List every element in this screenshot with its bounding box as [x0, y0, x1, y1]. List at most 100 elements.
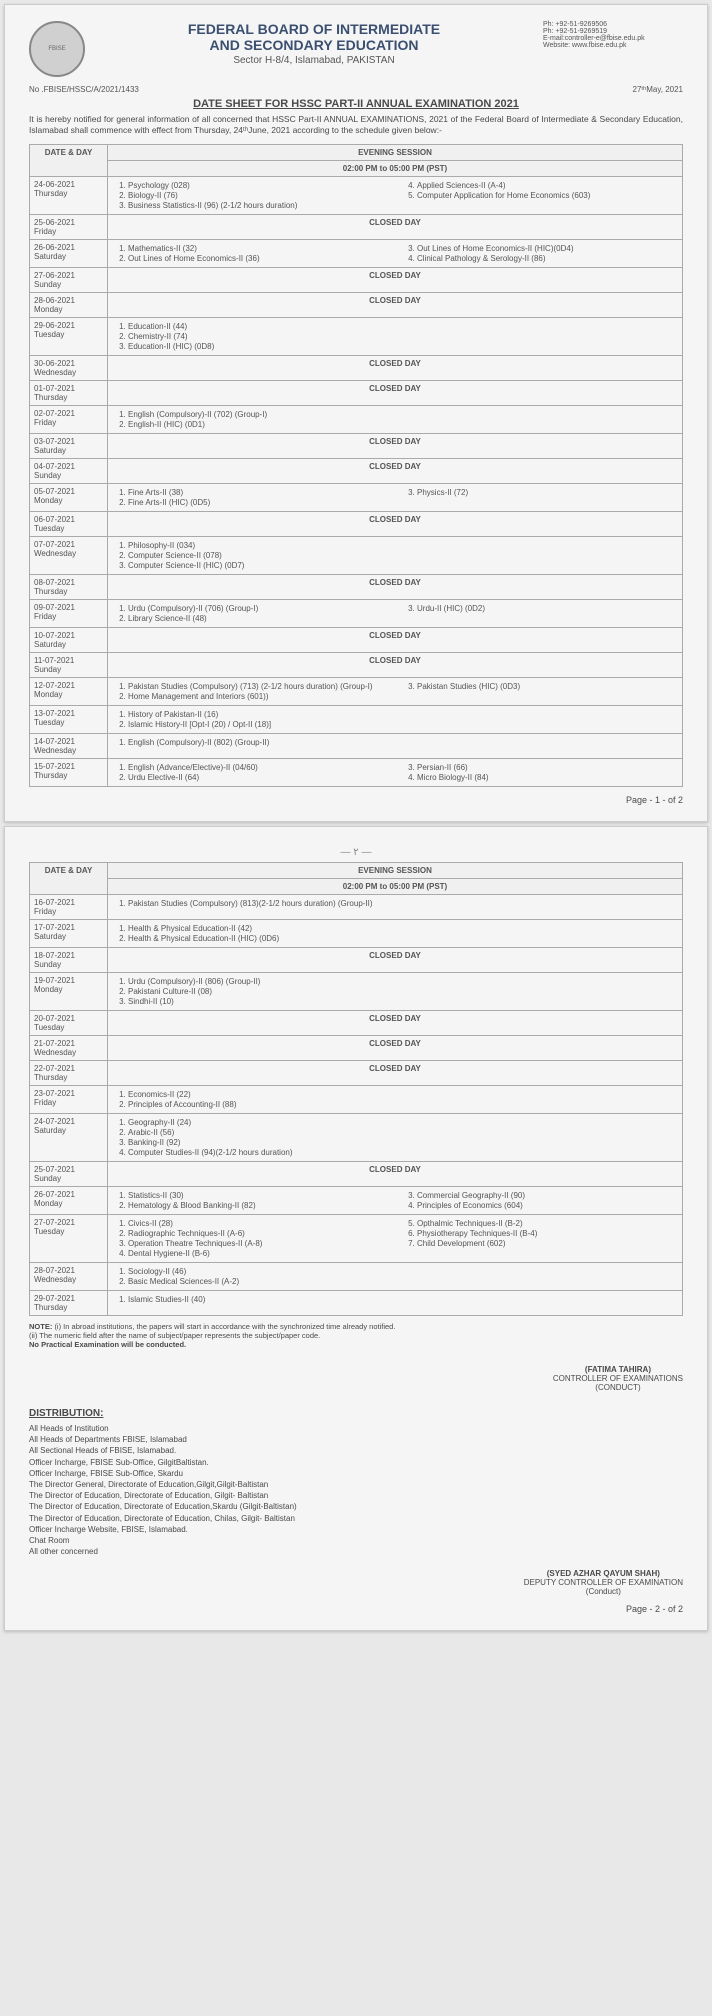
table-row: 27-07-2021TuesdayCivics-II (28)Radiograp… [30, 1215, 683, 1263]
contact-block: Ph: +92-51-9269506 Ph: +92-51-9269519 E-… [543, 21, 683, 49]
subject-item: Biology-II (76) [128, 191, 389, 200]
subject-item: Basic Medical Sciences-II (A-2) [128, 1277, 678, 1286]
date-cell: 28-06-2021Monday [30, 293, 108, 318]
subject-item: Health & Physical Education-II (42) [128, 924, 678, 933]
note-iii: No Practical Examination will be conduct… [29, 1340, 186, 1349]
subjects-cell: CLOSED DAY [108, 459, 683, 484]
org-name-2: AND SECONDARY EDUCATION [97, 37, 531, 53]
distribution-item: All Heads of Departments FBISE, Islamaba… [29, 1434, 683, 1445]
subject-item: Operation Theatre Techniques-II (A-8) [128, 1239, 389, 1248]
subject-item: Computer Science-II (HIC) (0D7) [128, 561, 678, 570]
distribution-item: The Director of Education, Directorate o… [29, 1513, 683, 1524]
signature-1: (FATIMA TAHIRA) CONTROLLER OF EXAMINATIO… [29, 1365, 683, 1392]
th-date: DATE & DAY [30, 145, 108, 177]
subject-item: Pakistan Studies (HIC) (0D3) [417, 682, 678, 691]
date-cell: 19-07-2021Monday [30, 973, 108, 1011]
table-row: 02-07-2021FridayEnglish (Compulsory)-II … [30, 406, 683, 434]
subject-item: Philosophy-II (034) [128, 541, 678, 550]
date-cell: 25-06-2021Friday [30, 215, 108, 240]
date-cell: 26-07-2021Monday [30, 1187, 108, 1215]
subject-item: Pakistan Studies (Compulsory) (813)(2-1/… [128, 899, 678, 908]
date-cell: 29-07-2021Thursday [30, 1291, 108, 1316]
issue-date: 27ᵗʰMay, 2021 [633, 85, 683, 94]
subject-item: Economics-II (22) [128, 1090, 678, 1099]
distribution-list: All Heads of InstitutionAll Heads of Dep… [29, 1423, 683, 1557]
subject-item: Library Science-II (48) [128, 614, 389, 623]
page-2: — ۲ — DATE & DAY EVENING SESSION 02:00 P… [4, 826, 708, 1631]
subjects-cell: Sociology-II (46)Basic Medical Sciences-… [108, 1263, 683, 1291]
date-cell: 03-07-2021Saturday [30, 434, 108, 459]
distribution-item: The Director General, Directorate of Edu… [29, 1479, 683, 1490]
ref-row: No .FBISE/HSSC/A/2021/1433 27ᵗʰMay, 2021 [29, 85, 683, 94]
subject-item: Banking-II (92) [128, 1138, 678, 1147]
sig1-title1: CONTROLLER OF EXAMINATIONS [553, 1374, 683, 1383]
subjects-cell: Islamic Studies-II (40) [108, 1291, 683, 1316]
table-row: 26-06-2021SaturdayMathematics-II (32)Out… [30, 240, 683, 268]
date-cell: 01-07-2021Thursday [30, 381, 108, 406]
date-cell: 07-07-2021Wednesday [30, 537, 108, 575]
subject-item: Health & Physical Education-II (HIC) (0D… [128, 934, 678, 943]
subject-item: Pakistan Studies (Compulsory) (713) (2-1… [128, 682, 389, 691]
subject-item: Sociology-II (46) [128, 1267, 678, 1276]
title-block: FEDERAL BOARD OF INTERMEDIATE AND SECOND… [97, 21, 531, 66]
subject-item: Islamic History-II [Opt-I (20) / Opt-II … [128, 720, 678, 729]
subjects-cell: English (Compulsory)-II (802) (Group-II) [108, 734, 683, 759]
date-cell: 30-06-2021Wednesday [30, 356, 108, 381]
subjects-cell: CLOSED DAY [108, 381, 683, 406]
doc-subtitle: DATE SHEET FOR HSSC PART-II ANNUAL EXAMI… [29, 98, 683, 110]
subject-item: Physiotherapy Techniques-II (B-4) [417, 1229, 678, 1238]
subject-item: Fine Arts-II (HIC) (0D5) [128, 498, 389, 507]
subjects-cell: Philosophy-II (034)Computer Science-II (… [108, 537, 683, 575]
subjects-cell: Geography-II (24)Arabic-II (56)Banking-I… [108, 1114, 683, 1162]
subject-item: Chemistry-II (74) [128, 332, 678, 341]
date-cell: 26-06-2021Saturday [30, 240, 108, 268]
date-cell: 18-07-2021Sunday [30, 948, 108, 973]
table-row: 09-07-2021FridayUrdu (Compulsory)-II (70… [30, 600, 683, 628]
subjects-cell: Pakistan Studies (Compulsory) (713) (2-1… [108, 678, 683, 706]
table-row: 19-07-2021MondayUrdu (Compulsory)-II (80… [30, 973, 683, 1011]
distribution-item: All Heads of Institution [29, 1423, 683, 1434]
date-cell: 09-07-2021Friday [30, 600, 108, 628]
subjects-cell: CLOSED DAY [108, 1011, 683, 1036]
th-session-2: EVENING SESSION [108, 863, 683, 879]
table-row: 04-07-2021SundayCLOSED DAY [30, 459, 683, 484]
table-row: 24-06-2021ThursdayPsychology (028)Biolog… [30, 177, 683, 215]
notes-block: NOTE: (i) In abroad institutions, the pa… [29, 1322, 683, 1349]
signature-2: (SYED AZHAR QAYUM SHAH) DEPUTY CONTROLLE… [29, 1569, 683, 1596]
date-cell: 10-07-2021Saturday [30, 628, 108, 653]
subject-item: English-II (HIC) (0D1) [128, 420, 678, 429]
page-1: FBISE FEDERAL BOARD OF INTERMEDIATE AND … [4, 4, 708, 822]
date-cell: 28-07-2021Wednesday [30, 1263, 108, 1291]
table-row: 26-07-2021MondayStatistics-II (30)Hemato… [30, 1187, 683, 1215]
distribution-item: All other concerned [29, 1546, 683, 1557]
subject-item: Business Statistics-II (96) (2-1/2 hours… [128, 201, 389, 210]
subjects-cell: CLOSED DAY [108, 1036, 683, 1061]
table-row: 24-07-2021SaturdayGeography-II (24)Arabi… [30, 1114, 683, 1162]
subject-item: Persian-II (66) [417, 763, 678, 772]
date-cell: 05-07-2021Monday [30, 484, 108, 512]
subjects-cell: CLOSED DAY [108, 356, 683, 381]
table-row: 17-07-2021SaturdayHealth & Physical Educ… [30, 920, 683, 948]
table-row: 03-07-2021SaturdayCLOSED DAY [30, 434, 683, 459]
subject-item: Computer Science-II (078) [128, 551, 678, 560]
subject-item: Computer Application for Home Economics … [417, 191, 678, 200]
subject-item: Dental Hygiene-II (B-6) [128, 1249, 389, 1258]
page-footer-2: Page - 2 - of 2 [29, 1604, 683, 1614]
subjects-cell: CLOSED DAY [108, 293, 683, 318]
sig2-title2: (Conduct) [524, 1587, 683, 1596]
th-date-2: DATE & DAY [30, 863, 108, 895]
subjects-cell: Education-II (44)Chemistry-II (74)Educat… [108, 318, 683, 356]
org-address: Sector H-8/4, Islamabad, PAKISTAN [97, 55, 531, 66]
subject-item: Applied Sciences-II (A-4) [417, 181, 678, 190]
website: Website: www.fbise.edu.pk [543, 42, 683, 49]
subjects-cell: Mathematics-II (32)Out Lines of Home Eco… [108, 240, 683, 268]
table-row: 27-06-2021SundayCLOSED DAY [30, 268, 683, 293]
date-cell: 23-07-2021Friday [30, 1086, 108, 1114]
table-row: 13-07-2021TuesdayHistory of Pakistan-II … [30, 706, 683, 734]
table-row: 28-06-2021MondayCLOSED DAY [30, 293, 683, 318]
subject-item: Education-II (44) [128, 322, 678, 331]
table-row: 22-07-2021ThursdayCLOSED DAY [30, 1061, 683, 1086]
subjects-cell: Urdu (Compulsory)-II (706) (Group-I)Libr… [108, 600, 683, 628]
subjects-cell: Economics-II (22)Principles of Accountin… [108, 1086, 683, 1114]
subjects-cell: CLOSED DAY [108, 575, 683, 600]
